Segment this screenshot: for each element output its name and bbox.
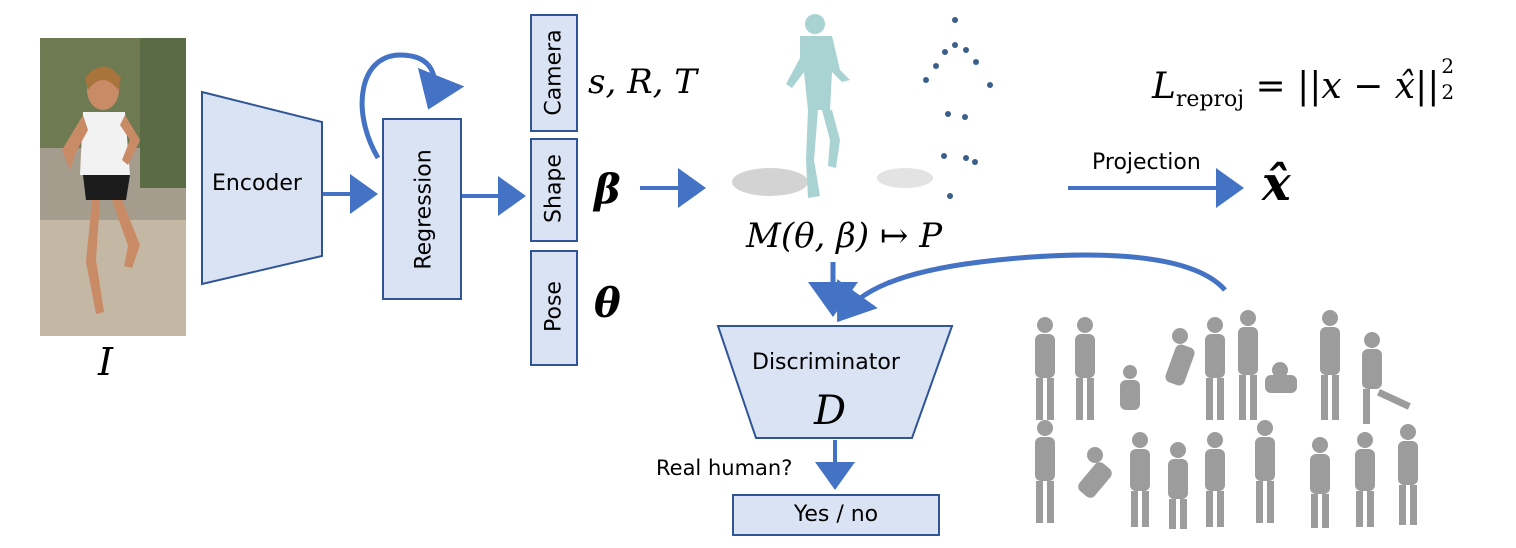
loss-sup: 2 <box>1441 54 1455 78</box>
mesh-equation: M(θ, β) ↦ P <box>746 216 943 256</box>
encoder-shape <box>201 90 323 286</box>
loss-sub: 2 <box>1441 80 1455 104</box>
output-label: Yes / no <box>793 502 879 527</box>
discriminator-shape <box>716 325 954 439</box>
camera-symbol: s, R, T <box>588 62 697 102</box>
regression-label: Regression <box>411 149 437 270</box>
shape-symbol: β <box>594 166 621 213</box>
output-box: Yes / no <box>732 494 940 536</box>
real-pose-dataset <box>1035 310 1418 529</box>
mesh-figure <box>732 14 933 198</box>
input-photo <box>40 38 186 336</box>
pose-symbol: θ <box>594 280 621 327</box>
real-human-question: Real human? <box>656 456 793 480</box>
arrow-regression-loop <box>359 52 465 160</box>
loss-subscript: reproj <box>1175 87 1245 112</box>
camera-label: Camera <box>541 29 567 116</box>
shape-box: Shape <box>530 138 578 242</box>
pose-box: Pose <box>530 250 578 366</box>
discriminator-label: Discriminator <box>752 350 900 375</box>
encoder-label: Encoder <box>212 171 302 196</box>
projection-output: x̂ <box>1262 156 1291 212</box>
pose-label: Pose <box>541 281 567 332</box>
arrow-real-poses-to-discriminator <box>837 252 1227 323</box>
camera-box: Camera <box>530 14 578 132</box>
loss-equation: Lreproj = ||x − x̂|| 2 2 <box>1152 54 1455 112</box>
projection-label: Projection <box>1092 150 1201 175</box>
shape-label: Shape <box>541 154 567 223</box>
input-image-label: I <box>98 340 114 384</box>
loss-lhs: L <box>1152 66 1176 107</box>
keypoint-dots <box>923 17 993 199</box>
discriminator-symbol: D <box>814 388 847 434</box>
regression-box: Regression <box>382 118 462 300</box>
loss-rhs: = ||x − x̂|| <box>1244 66 1440 107</box>
